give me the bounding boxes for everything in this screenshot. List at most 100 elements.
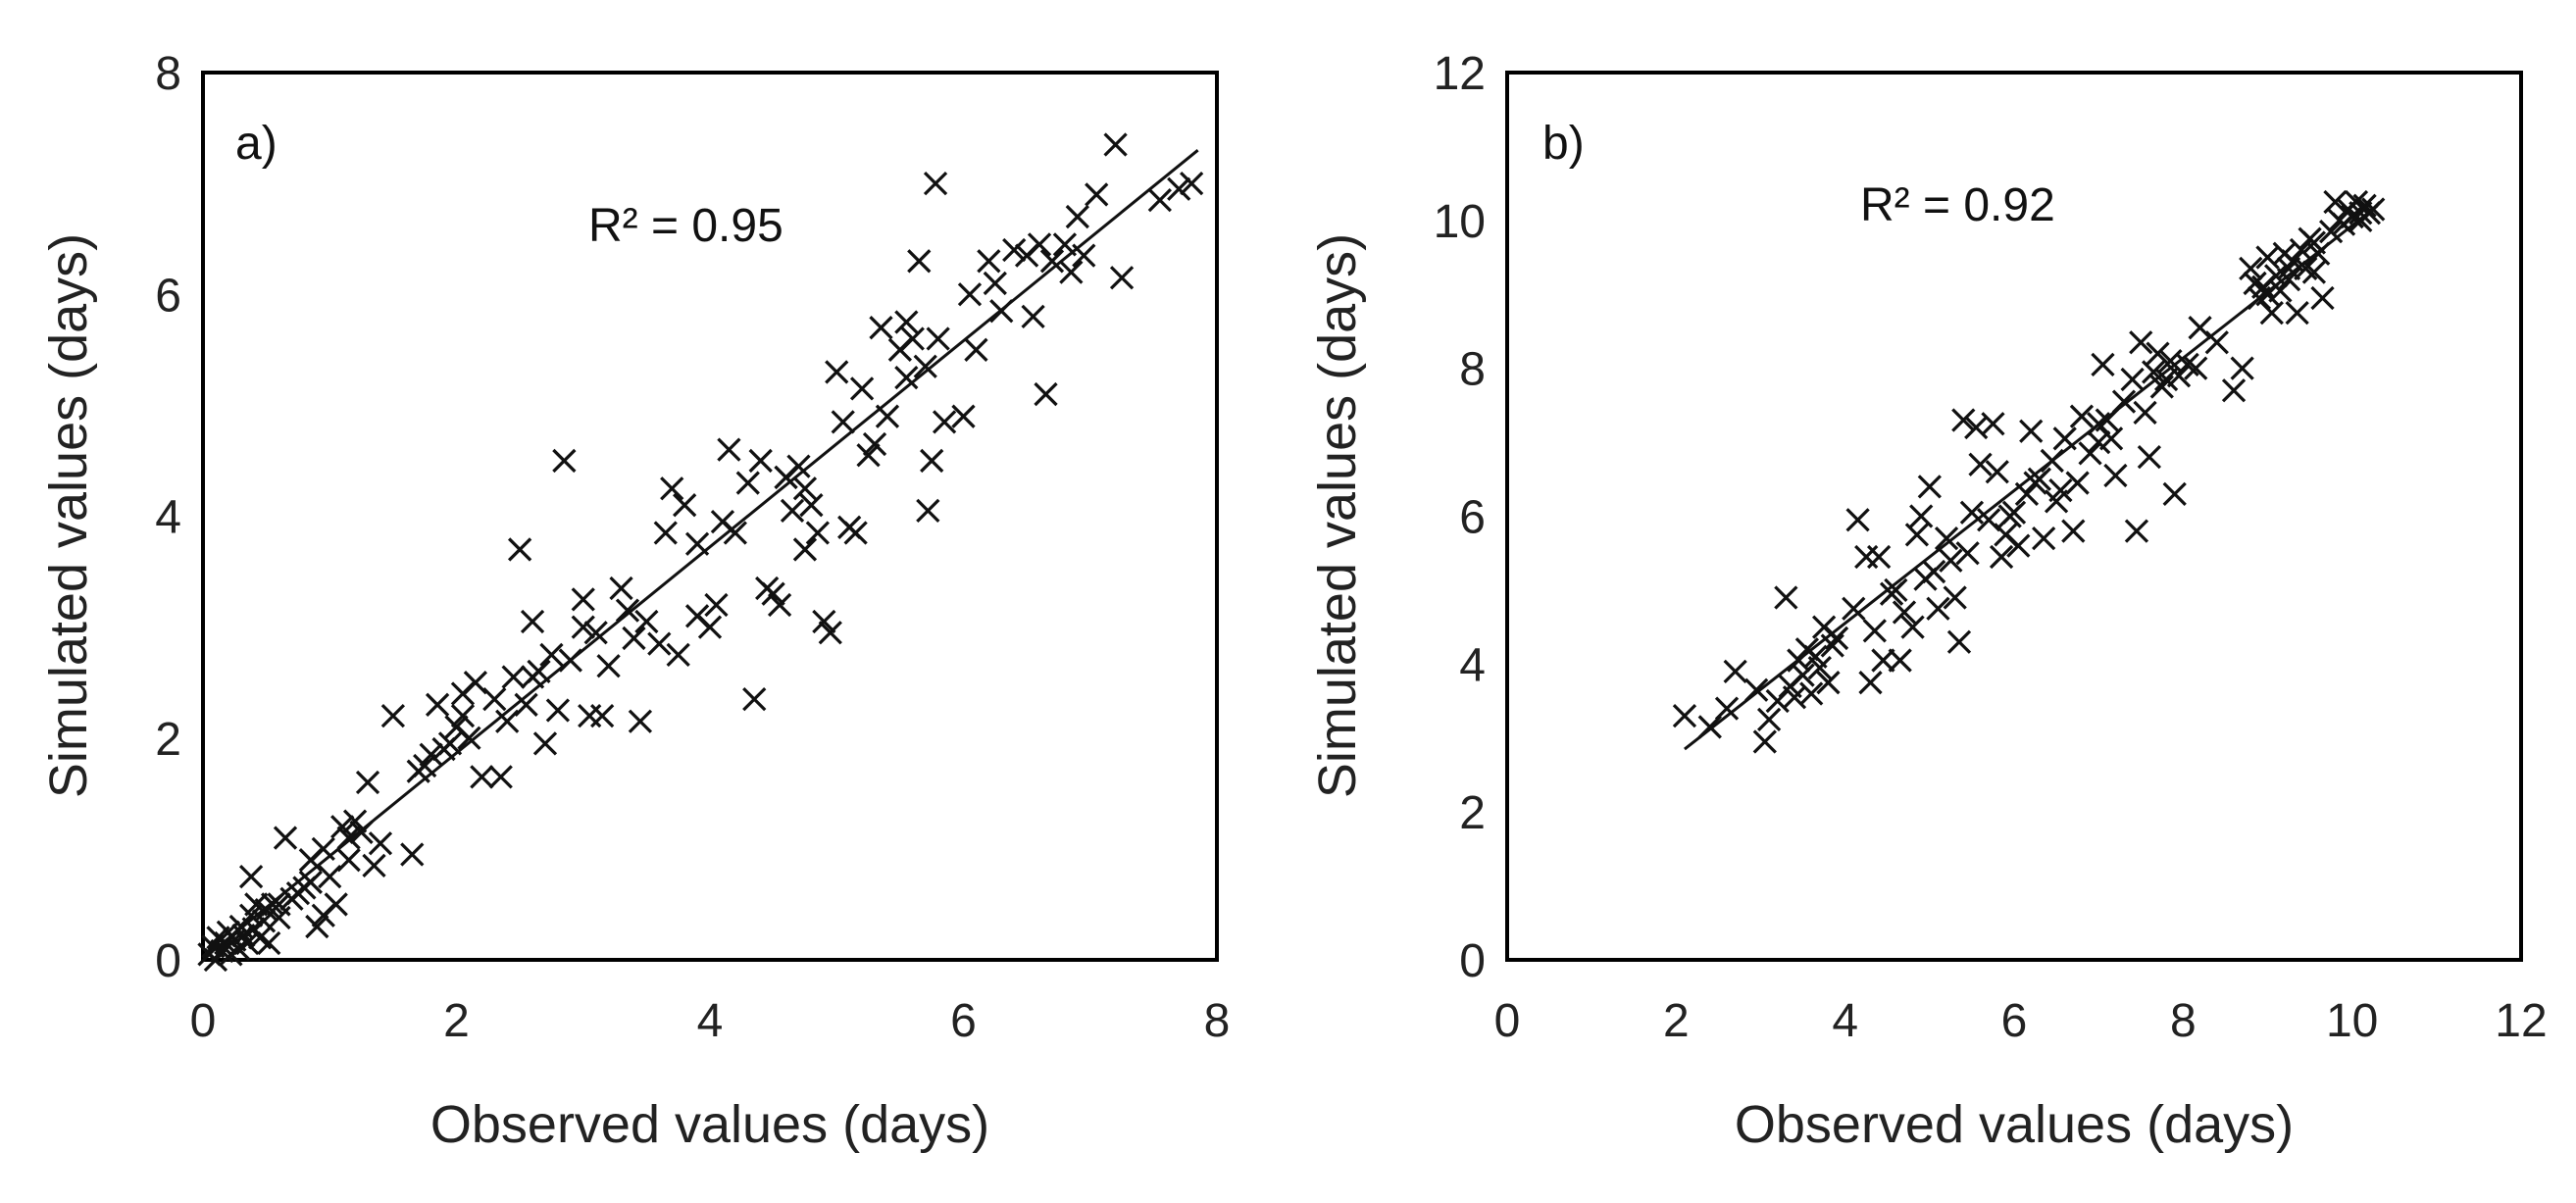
- panel-a-point: [1065, 204, 1089, 229]
- panel-a-point: [463, 671, 488, 695]
- panel-b-point: [2285, 300, 2309, 326]
- panel-b-y-tick-label: 8: [1459, 344, 1486, 396]
- panel-b-point: [1888, 648, 1912, 673]
- panel-a-y-tick-label: 0: [155, 935, 181, 987]
- panel-a-point: [977, 249, 1001, 274]
- panel-b-point: [1744, 677, 1769, 702]
- panel-a-point: [298, 870, 323, 894]
- panel-b-y-tick-label: 12: [1434, 48, 1486, 100]
- panel-b-point: [1985, 460, 2009, 484]
- panel-a-x-tick-label: 6: [950, 995, 977, 1047]
- panel-b-point: [1884, 577, 1908, 603]
- panel-b-x-tick-label: 4: [1832, 995, 1858, 1047]
- panel-b-point: [2276, 268, 2301, 292]
- panel-b-point: [1723, 659, 1747, 684]
- panel-b: 0 2 4 6 8 10 12 0 2 4 6 8 10 12 b) R² = 0.92 Observe…: [1308, 48, 2548, 1154]
- panel-a-point: [571, 587, 595, 612]
- panel-b-point: [1782, 685, 1807, 710]
- panel-b-y-tick-label: 10: [1434, 196, 1486, 248]
- panel-b-point: [1714, 696, 1740, 721]
- panel-a-point: [684, 531, 710, 556]
- panel-b-point: [1943, 585, 1967, 610]
- panel-a-point: [622, 626, 646, 651]
- panel-b-point: [2023, 471, 2047, 495]
- panel-a-point: [355, 770, 380, 795]
- panel-b-point: [1989, 544, 2014, 570]
- panel-a-point: [951, 404, 976, 428]
- panel-b-point: [1909, 504, 1934, 528]
- panel-a-point: [235, 930, 260, 956]
- panel-a-point: [437, 731, 463, 756]
- panel-a-point: [1180, 171, 1204, 196]
- panel-a-point: [362, 853, 386, 877]
- panel-b-point: [2243, 271, 2267, 296]
- panel-b-point: [1997, 504, 2022, 528]
- panel-b-point: [1959, 500, 1985, 525]
- panel-a-point: [818, 621, 842, 645]
- panel-a-point: [520, 665, 545, 689]
- panel-a-point: [507, 537, 532, 562]
- panel-b-point: [2166, 364, 2192, 388]
- panel-a-point: [532, 731, 558, 756]
- panel-a-point: [767, 592, 792, 618]
- panel-a-point: [792, 476, 818, 501]
- panel-b-y-tick-label: 2: [1459, 787, 1486, 839]
- panel-a-point: [647, 631, 672, 656]
- panel-a-point: [900, 326, 925, 351]
- panel-a-point: [907, 249, 932, 274]
- panel-a-points: [197, 132, 1204, 973]
- panel-a-point: [267, 892, 291, 917]
- panel-a-point: [869, 316, 893, 340]
- panel-b-point: [2221, 378, 2247, 403]
- panel-a-point: [1085, 182, 1109, 207]
- panel-a-point: [457, 726, 481, 750]
- panel-b-r2-annotation: R² = 0.92: [1860, 179, 2055, 231]
- panel-b-point: [2048, 477, 2073, 503]
- panel-b-point: [2078, 441, 2102, 466]
- panel-a-point: [425, 692, 450, 717]
- panel-a-point: [926, 326, 950, 351]
- panel-a-point: [495, 709, 520, 733]
- panel-b-point: [2162, 481, 2187, 507]
- panel-a-point: [1072, 243, 1096, 268]
- panel-b-point: [2352, 193, 2377, 218]
- panel-a-point: [1147, 187, 1172, 213]
- panel-a-point: [520, 609, 545, 634]
- panel-a-point: [856, 443, 881, 468]
- panel-a-point: [311, 836, 335, 862]
- panel-b-point: [2239, 256, 2263, 280]
- panel-b-point: [1866, 544, 1892, 570]
- panel-a-point: [260, 892, 285, 917]
- panel-a-point: [673, 493, 697, 518]
- panel-b-point: [2301, 230, 2327, 255]
- panel-a-point: [501, 665, 526, 689]
- panel-b-point: [2142, 360, 2166, 384]
- panel-b-x-tick-label: 6: [2001, 995, 2028, 1047]
- panel-a-point: [894, 310, 919, 334]
- panel-b-point: [1871, 648, 1895, 673]
- panel-a-point: [380, 703, 406, 728]
- panel-a-point: [488, 765, 513, 789]
- panel-b-point: [2019, 419, 2044, 443]
- panel-b-y-axis-title: Simulated values (days): [1308, 233, 1367, 798]
- panel-b-label: b): [1542, 118, 1585, 170]
- panel-a-point: [336, 848, 361, 873]
- panel-a-y-tick-label: 6: [155, 270, 181, 322]
- panel-b-point: [1955, 541, 1980, 566]
- panel-a-plot-area: [201, 71, 1219, 962]
- panel-b-point: [1926, 596, 1950, 621]
- panel-a-x-tick-label: 2: [443, 995, 470, 1047]
- panel-b-y-tick-label: 0: [1459, 935, 1486, 987]
- panel-a-point: [450, 703, 476, 728]
- panel-a-point: [792, 537, 818, 562]
- panel-b-y-ticks: 0 2 4 6 8 10 12: [1434, 48, 1486, 987]
- panel-b-point: [1820, 633, 1844, 658]
- panel-a-point: [400, 842, 425, 867]
- panel-a-point: [957, 282, 983, 307]
- panel-a-point: [545, 698, 571, 723]
- panel-a-point: [539, 642, 564, 668]
- panel-a-y-ticks: 0 2 4 6 8: [155, 48, 181, 987]
- panel-a-point: [697, 615, 723, 639]
- panel-a-point: [1034, 381, 1058, 407]
